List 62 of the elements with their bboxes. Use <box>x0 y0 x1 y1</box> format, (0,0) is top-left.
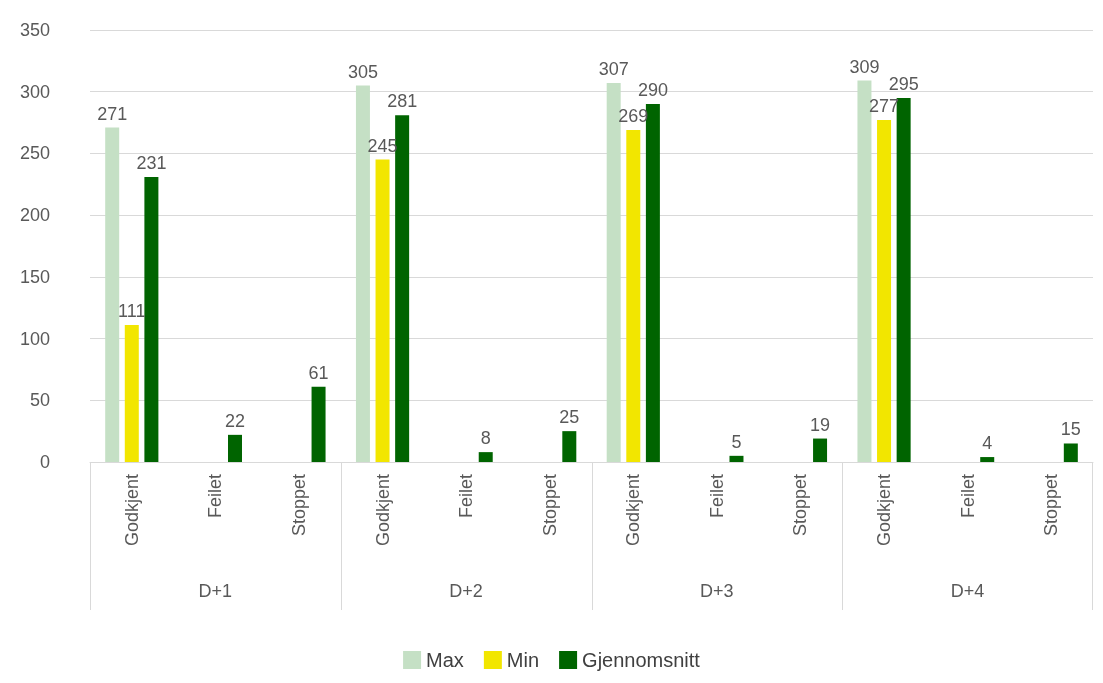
bar <box>606 83 621 462</box>
data-label: 307 <box>598 59 629 80</box>
data-label: 309 <box>849 56 880 77</box>
x-tick-label: Stoppet <box>539 474 560 537</box>
bar <box>857 80 872 462</box>
data-label: 231 <box>136 152 167 173</box>
data-label: 4 <box>982 433 993 454</box>
x-tick-label: Godkjent <box>623 474 644 547</box>
x-tick-label: Stoppet <box>288 474 309 537</box>
text: D+2 <box>449 581 483 601</box>
x-tick-label: Godkjent <box>121 474 142 547</box>
bar <box>227 434 242 462</box>
data-label: 281 <box>387 91 418 112</box>
legend-label: Gjennomsnitt <box>582 649 701 671</box>
data-label: 25 <box>559 407 580 428</box>
bar <box>105 127 120 462</box>
data-label: 61 <box>308 362 329 383</box>
y-tick-label: 200 <box>19 205 50 226</box>
legend-label: Min <box>506 649 540 671</box>
x-tick-label: Godkjent <box>372 474 393 547</box>
y-tick-label: 350 <box>19 20 50 40</box>
data-label: 5 <box>731 431 742 452</box>
bar <box>896 97 911 462</box>
legend-label: Max <box>426 649 464 671</box>
bar <box>813 438 828 462</box>
bar <box>375 159 390 462</box>
bar <box>144 176 159 462</box>
x-tick-label: Feilet <box>456 474 477 519</box>
data-label: 295 <box>888 73 919 94</box>
data-label: 305 <box>347 61 378 82</box>
data-label: 19 <box>810 414 831 435</box>
text: D+1 <box>198 581 233 601</box>
x-tick-label: Godkjent <box>874 474 895 547</box>
y-tick-label: 50 <box>29 390 50 411</box>
y-tick-label: 0 <box>39 452 50 472</box>
text: D+3 <box>700 581 734 601</box>
x-tick-label: Stoppet <box>790 474 811 537</box>
data-label: 271 <box>97 103 128 124</box>
y-tick-label: 100 <box>19 328 50 349</box>
bar <box>980 457 995 462</box>
x-tick-label: Feilet <box>205 474 226 519</box>
y-tick-label: 150 <box>19 266 50 287</box>
text: D+4 <box>950 581 985 601</box>
bar <box>729 455 744 462</box>
bar <box>311 386 326 462</box>
bar <box>562 431 577 462</box>
bar <box>626 129 641 462</box>
x-tick-label: Stoppet <box>1041 474 1062 537</box>
bar <box>395 115 410 462</box>
data-label: 15 <box>1060 419 1081 440</box>
bar <box>124 324 139 462</box>
bar <box>1063 443 1078 462</box>
y-tick-label: 300 <box>19 81 50 102</box>
data-label: 22 <box>224 410 245 431</box>
y-tick-label: 250 <box>19 143 50 164</box>
data-label: 290 <box>637 80 668 101</box>
bar <box>478 452 493 462</box>
x-tick-label: Feilet <box>957 474 978 519</box>
bar <box>877 120 892 462</box>
x-tick-label: Feilet <box>706 474 727 519</box>
data-label: 8 <box>480 428 491 449</box>
bar <box>355 85 370 462</box>
